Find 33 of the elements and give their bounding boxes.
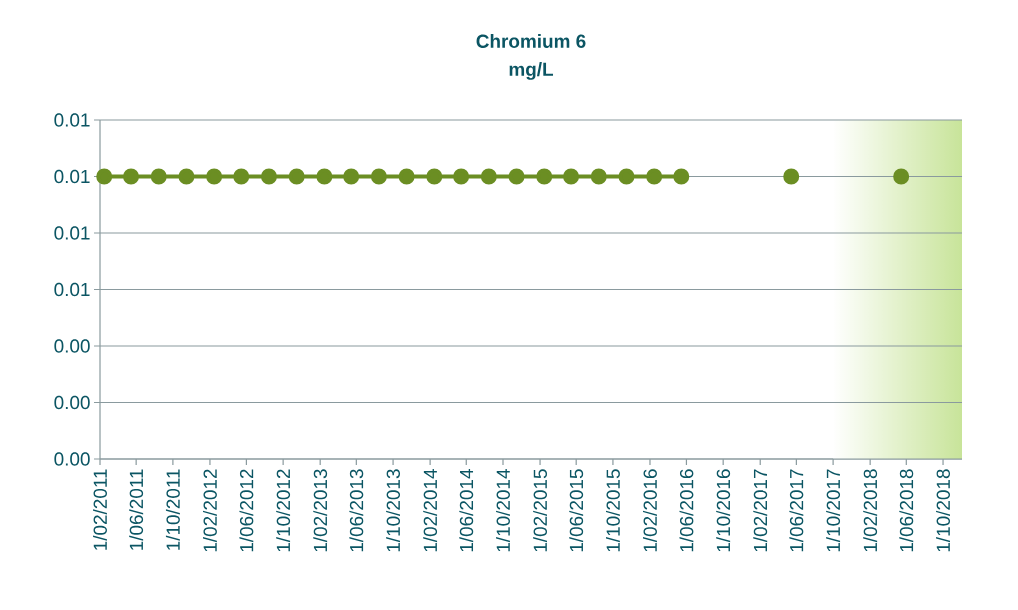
y-tick-label: 0.00 [54, 452, 90, 466]
y-tick-label: 0.00 [54, 395, 90, 410]
x-tick-label: 1/10/2013 [386, 469, 401, 552]
x-tick-label: 1/06/2016 [679, 469, 694, 552]
x-tick-label: 1/06/2012 [239, 469, 254, 552]
x-tick-label: 1/06/2011 [129, 469, 144, 550]
y-tick-label: 0.01 [54, 169, 90, 184]
x-tick-label: 1/02/2015 [533, 469, 547, 552]
x-tick-label: 1/10/2012 [276, 469, 291, 552]
x-tick-label: 1/10/2018 [936, 469, 950, 552]
x-tick-label: 1/10/2016 [716, 469, 731, 552]
y-tick-label: 0.00 [54, 339, 90, 353]
x-tick-label: 1/02/2016 [643, 469, 657, 552]
x-tick-label: 1/02/2017 [753, 469, 768, 552]
x-tick-label: 1/02/2018 [863, 469, 878, 552]
x-tick-label: 1/06/2017 [789, 469, 804, 552]
x-tick-label: 1/10/2014 [496, 469, 510, 552]
x-tick-label: 1/06/2015 [569, 469, 584, 552]
x-tick-label: 1/02/2012 [202, 469, 217, 552]
x-tick-label: 1/02/2014 [423, 469, 438, 552]
x-tick-label: 1/10/2015 [605, 469, 620, 552]
x-tick-label: 1/06/2014 [459, 469, 474, 552]
chart-title: Chromium 6 [476, 34, 586, 48]
chart-subtitle: mg/L [509, 62, 554, 80]
y-tick-label: 0.01 [54, 113, 90, 127]
x-tick-label: 1/06/2013 [349, 469, 364, 552]
y-tick-label: 0.01 [54, 282, 90, 297]
x-tick-label: 1/06/2018 [899, 469, 914, 552]
y-tick-label: 0.01 [54, 226, 90, 240]
x-tick-label: 1/10/2011 [165, 469, 180, 550]
x-tick-label: 1/10/2017 [826, 469, 841, 552]
x-tick-label: 1/02/2011 [93, 469, 107, 550]
x-tick-label: 1/02/2013 [313, 469, 328, 552]
